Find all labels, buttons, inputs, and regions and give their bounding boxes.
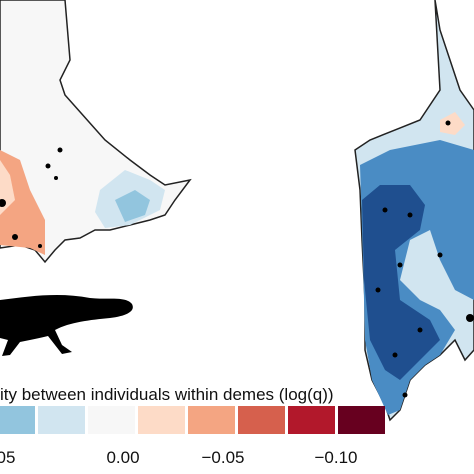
site — [0, 199, 6, 207]
site — [407, 212, 413, 218]
site — [437, 252, 443, 258]
site — [45, 163, 51, 169]
colorbar-segment — [188, 406, 235, 434]
colorbar-tick-label: 0.00 — [106, 448, 139, 467]
site — [375, 287, 381, 293]
colorbar-segment — [288, 406, 335, 434]
colorbar-segment — [238, 406, 285, 434]
site — [397, 262, 403, 268]
colorbar-title: ity between individuals within demes (lo… — [0, 385, 334, 404]
colorbar-segment — [138, 406, 185, 434]
colorbar-segment — [338, 406, 385, 434]
colorbar-segment — [88, 406, 135, 434]
site — [445, 120, 451, 126]
site — [382, 207, 388, 213]
right-map — [354, 0, 474, 422]
site — [466, 314, 474, 322]
site — [54, 176, 58, 180]
colorbar-segment — [38, 406, 85, 434]
colorbar-segment — [0, 406, 35, 434]
site — [12, 234, 18, 240]
site — [38, 244, 42, 248]
colorbar-tick-label: 05 — [0, 448, 15, 467]
site — [402, 392, 408, 398]
colorbar-tick-label: −0.05 — [201, 448, 244, 467]
left-map — [0, 0, 192, 264]
site — [57, 147, 63, 153]
site — [392, 352, 398, 358]
salamander — [0, 294, 133, 356]
colorbar-tick-label: −0.10 — [314, 448, 357, 467]
site — [417, 327, 423, 333]
